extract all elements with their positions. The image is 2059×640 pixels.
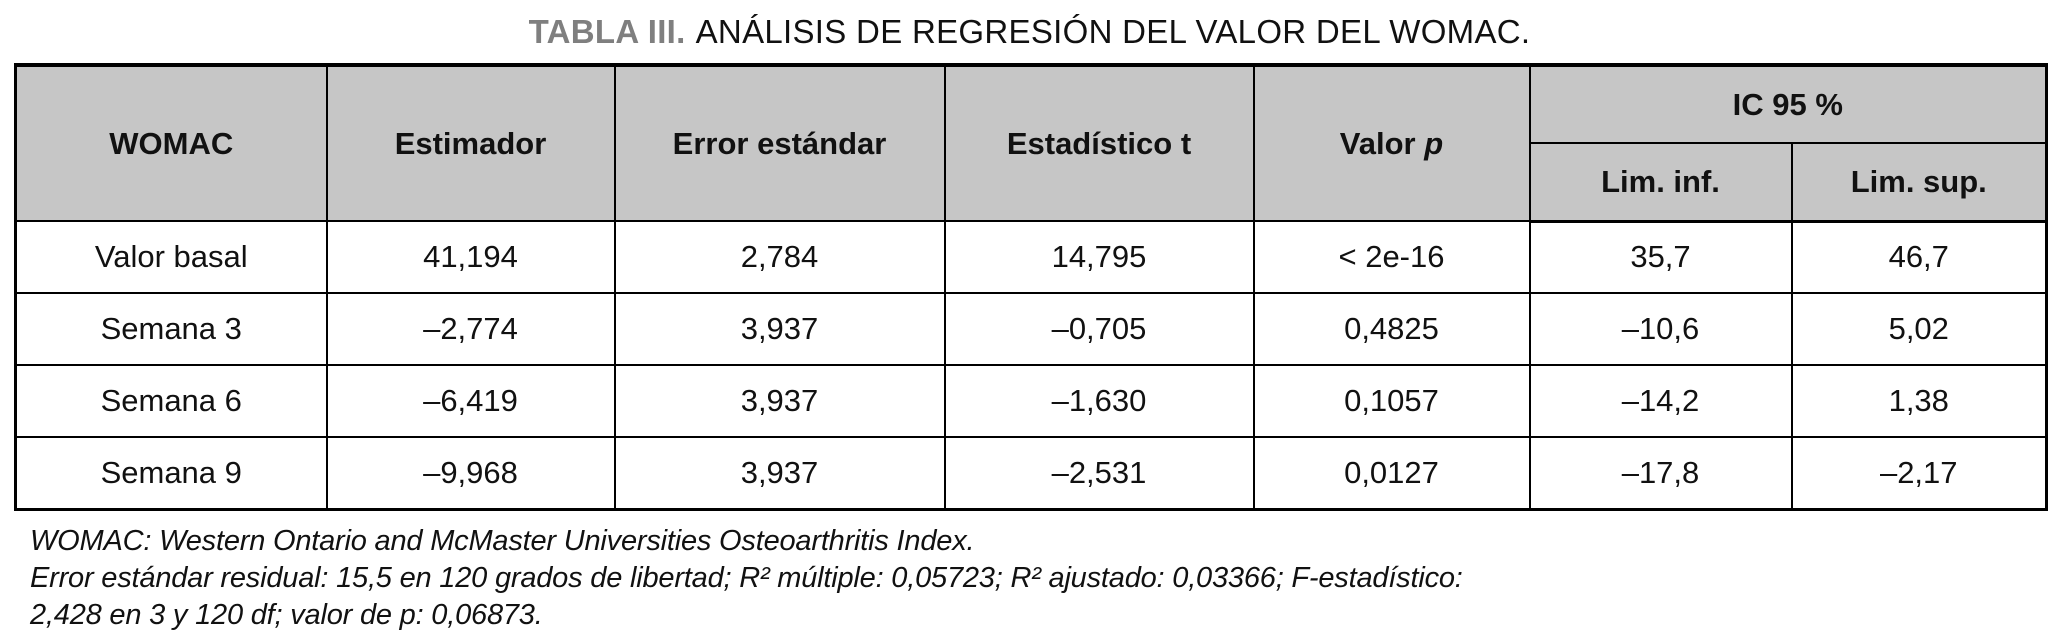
cell-estimador: –9,968	[325, 436, 616, 510]
cell-lim-sup: 5,02	[1790, 292, 2048, 366]
cell-lim-sup: –2,17	[1790, 436, 2048, 510]
cell-error: 3,937	[613, 292, 946, 366]
table-row-valor-basal: Valor basal 41,194 2,784 14,795 < 2e-16 …	[14, 220, 2048, 294]
table-title-label: TABLA III.	[528, 13, 686, 50]
col-header-valor-p: Valor p	[1252, 64, 1531, 222]
cell-t: –0,705	[943, 292, 1255, 366]
col-header-lim-sup: Lim. sup.	[1790, 142, 2048, 223]
header-row-main: WOMAC Estimador Error estándar Estadísti…	[14, 64, 2048, 222]
cell-estimador: –2,774	[325, 292, 616, 366]
cell-label: Valor basal	[14, 220, 328, 294]
footnote-womac-definition: WOMAC: Western Ontario and McMaster Univ…	[30, 524, 975, 557]
table-body: Valor basal 41,194 2,784 14,795 < 2e-16 …	[14, 220, 2048, 510]
cell-p: 0,0127	[1252, 436, 1531, 510]
cell-estimador: –6,419	[325, 364, 616, 438]
cell-lim-inf: –14,2	[1528, 364, 1793, 438]
col-header-estadistico-t: Estadístico t	[943, 64, 1255, 222]
table-footnotes: WOMAC: Western Ontario and McMaster Univ…	[30, 523, 2059, 634]
cell-label: Semana 9	[14, 436, 328, 510]
table-row-semana-9: Semana 9 –9,968 3,937 –2,531 0,0127 –17,…	[14, 436, 2048, 510]
col-header-estimador: Estimador	[325, 64, 616, 222]
cell-p: 0,4825	[1252, 292, 1531, 366]
table-header: WOMAC Estimador Error estándar Estadísti…	[14, 64, 2048, 223]
cell-lim-sup: 1,38	[1790, 364, 2048, 438]
col-header-lim-inf: Lim. inf.	[1528, 142, 1793, 223]
footnote-regression-stats-line1: Error estándar residual: 15,5 en 120 gra…	[30, 561, 1463, 594]
cell-t: 14,795	[943, 220, 1255, 294]
cell-error: 3,937	[613, 364, 946, 438]
table-row-semana-6: Semana 6 –6,419 3,937 –1,630 0,1057 –14,…	[14, 364, 2048, 438]
cell-p: 0,1057	[1252, 364, 1531, 438]
valor-p-text: Valor	[1339, 125, 1416, 161]
cell-label: Semana 6	[14, 364, 328, 438]
regression-table: WOMAC Estimador Error estándar Estadísti…	[14, 63, 2048, 511]
col-header-ic95: IC 95 %	[1528, 64, 2048, 144]
footnote-regression-stats-line2: 2,428 en 3 y 120 df; valor de p: 0,06873…	[30, 598, 543, 631]
cell-estimador: 41,194	[325, 220, 616, 294]
cell-error: 3,937	[613, 436, 946, 510]
cell-lim-inf: –17,8	[1528, 436, 1793, 510]
cell-label: Semana 3	[14, 292, 328, 366]
valor-p-variable: p	[1424, 125, 1444, 161]
cell-t: –1,630	[943, 364, 1255, 438]
cell-p: < 2e-16	[1252, 220, 1531, 294]
cell-error: 2,784	[613, 220, 946, 294]
table-title-text: ANÁLISIS DE REGRESIÓN DEL VALOR DEL WOMA…	[695, 13, 1531, 50]
table-row-semana-3: Semana 3 –2,774 3,937 –0,705 0,4825 –10,…	[14, 292, 2048, 366]
col-header-error-estandar: Error estándar	[613, 64, 946, 222]
cell-t: –2,531	[943, 436, 1255, 510]
header-row-sub: Lim. inf. Lim. sup.	[16, 142, 2048, 223]
cell-lim-inf: –10,6	[1528, 292, 1793, 366]
table-title: TABLA III. ANÁLISIS DE REGRESIÓN DEL VALO…	[0, 0, 2059, 51]
cell-lim-sup: 46,7	[1790, 220, 2048, 294]
cell-lim-inf: 35,7	[1528, 220, 1793, 294]
col-header-womac: WOMAC	[14, 64, 328, 222]
